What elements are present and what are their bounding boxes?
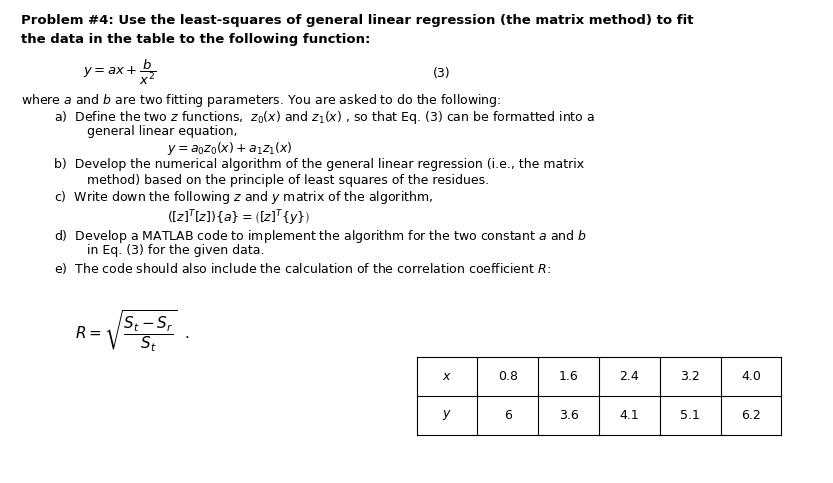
Text: $x$: $x$ bbox=[442, 370, 451, 383]
Text: e)  The code should also include the calculation of the correlation coefficient : e) The code should also include the calc… bbox=[54, 261, 551, 276]
Text: 1.6: 1.6 bbox=[559, 370, 578, 383]
Text: 4.1: 4.1 bbox=[620, 409, 639, 422]
Text: 6: 6 bbox=[504, 409, 511, 422]
Text: $\left([z]^T[z]\right)\{a\} = \left([z]^T\{y\}\right)$: $\left([z]^T[z]\right)\{a\} = \left([z]^… bbox=[167, 209, 310, 228]
Text: 4.0: 4.0 bbox=[741, 370, 761, 383]
Text: general linear equation,: general linear equation, bbox=[87, 125, 238, 138]
Text: $y$: $y$ bbox=[442, 409, 451, 422]
Text: a)  Define the two $z$ functions,  $z_0(x)$ and $z_1(x)$ , so that Eq. (3) can b: a) Define the two $z$ functions, $z_0(x)… bbox=[54, 109, 596, 126]
Text: d)  Develop a MATLAB code to implement the algorithm for the two constant $a$ an: d) Develop a MATLAB code to implement th… bbox=[54, 228, 587, 245]
Text: where $a$ and $b$ are two fitting parameters. You are asked to do the following:: where $a$ and $b$ are two fitting parame… bbox=[21, 92, 501, 109]
Text: 3.2: 3.2 bbox=[681, 370, 700, 383]
Text: b)  Develop the numerical algorithm of the general linear regression (i.e., the : b) Develop the numerical algorithm of th… bbox=[54, 158, 584, 171]
Text: Problem #4: Use the least-squares of general linear regression (the matrix metho: Problem #4: Use the least-squares of gen… bbox=[21, 14, 693, 28]
Text: (3): (3) bbox=[433, 67, 451, 80]
Text: the data in the table to the following function:: the data in the table to the following f… bbox=[21, 33, 370, 46]
Text: 3.6: 3.6 bbox=[559, 409, 578, 422]
Text: 2.4: 2.4 bbox=[620, 370, 639, 383]
Text: $y = a_0z_0(x) + a_1z_1(x)$: $y = a_0z_0(x) + a_1z_1(x)$ bbox=[167, 140, 292, 157]
Text: 0.8: 0.8 bbox=[497, 370, 518, 383]
Text: in Eq. (3) for the given data.: in Eq. (3) for the given data. bbox=[87, 244, 265, 257]
Text: 5.1: 5.1 bbox=[681, 409, 700, 422]
Text: $R = \sqrt{\dfrac{S_t - S_r}{S_t}}$  .: $R = \sqrt{\dfrac{S_t - S_r}{S_t}}$ . bbox=[75, 309, 190, 355]
Text: method) based on the principle of least squares of the residues.: method) based on the principle of least … bbox=[87, 174, 490, 187]
Text: 6.2: 6.2 bbox=[741, 409, 761, 422]
Text: $y = ax + \dfrac{b}{x^2}$: $y = ax + \dfrac{b}{x^2}$ bbox=[83, 58, 157, 87]
Text: c)  Write down the following $z$ and $y$ matrix of the algorithm,: c) Write down the following $z$ and $y$ … bbox=[54, 189, 433, 206]
